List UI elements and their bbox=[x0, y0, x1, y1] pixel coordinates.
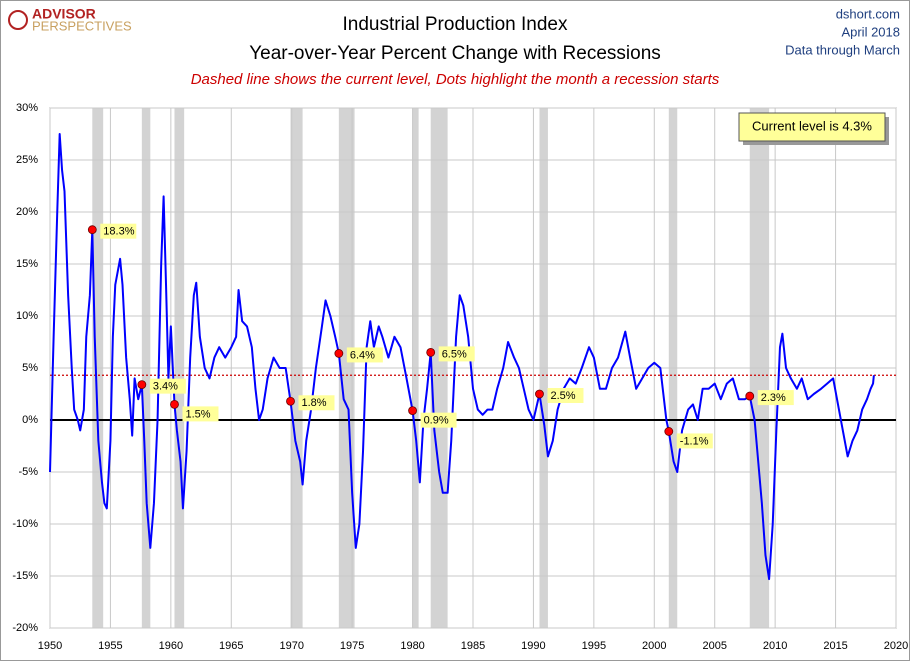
x-tick-label: 1975 bbox=[340, 640, 364, 652]
data-label: 3.4% bbox=[153, 381, 178, 393]
x-tick-label: 1960 bbox=[159, 640, 183, 652]
y-tick-label: 5% bbox=[22, 362, 38, 374]
x-tick-label: 2000 bbox=[642, 640, 666, 652]
y-tick-label: 0% bbox=[22, 414, 38, 426]
recession-start-dot bbox=[170, 399, 179, 409]
data-label: -1.1% bbox=[680, 435, 709, 447]
annotation: Current level is 4.3% bbox=[752, 118, 872, 133]
recession-start-dot bbox=[426, 347, 436, 357]
y-tick-label: -15% bbox=[12, 570, 38, 582]
y-tick-label: 25% bbox=[16, 154, 38, 166]
logo-top: ADVISOR bbox=[32, 6, 96, 22]
label-box bbox=[547, 388, 584, 403]
x-tick-label: 2010 bbox=[763, 640, 787, 652]
chart-note: Dashed line shows the current level, Dot… bbox=[191, 71, 720, 88]
label-box bbox=[149, 378, 186, 394]
annotation-box bbox=[738, 112, 886, 142]
recession-start-dot bbox=[535, 389, 544, 399]
y-tick-label: 20% bbox=[16, 206, 38, 218]
x-tick-label: 2005 bbox=[702, 640, 726, 652]
label-box bbox=[346, 347, 383, 363]
label-box bbox=[100, 223, 137, 239]
label-box bbox=[420, 412, 457, 428]
y-tick-label: -10% bbox=[12, 518, 38, 530]
x-tick-label: 2020 bbox=[884, 640, 908, 652]
logo-icon bbox=[8, 10, 28, 30]
data-label: 18.3% bbox=[103, 226, 134, 238]
x-tick-label: 1970 bbox=[279, 640, 303, 652]
data-label: 2.3% bbox=[761, 392, 786, 404]
label-box bbox=[182, 406, 219, 422]
data-label: 1.5% bbox=[185, 408, 210, 420]
x-tick-label: 1965 bbox=[219, 640, 243, 652]
source: dshort.com bbox=[836, 6, 900, 21]
label-box bbox=[676, 433, 713, 449]
data-line bbox=[49, 133, 875, 581]
y-tick-label: -20% bbox=[12, 622, 38, 634]
y-tick-label: 15% bbox=[16, 258, 38, 270]
data-label: 2.5% bbox=[550, 390, 575, 402]
recession-start-dot bbox=[408, 406, 417, 416]
logo-bottom: PERSPECTIVES bbox=[32, 18, 132, 33]
chart-subtitle: Year-over-Year Percent Change with Reces… bbox=[249, 43, 661, 64]
data-label: 6.4% bbox=[350, 349, 375, 361]
data-label: 0.9% bbox=[424, 415, 449, 427]
x-tick-label: 1990 bbox=[521, 640, 545, 652]
recession-start-dot bbox=[87, 225, 97, 235]
data-label: 6.5% bbox=[442, 348, 467, 360]
recession-start-dot bbox=[745, 391, 755, 401]
y-tick-label: 30% bbox=[16, 102, 38, 114]
chart-title: Industrial Production Index bbox=[343, 14, 568, 35]
x-tick-label: 2015 bbox=[823, 640, 847, 652]
x-tick-label: 1955 bbox=[98, 640, 122, 652]
source-note: Data through March bbox=[785, 42, 900, 57]
recession-start-dot bbox=[664, 427, 674, 436]
x-tick-label: 1995 bbox=[582, 640, 606, 652]
label-box bbox=[298, 395, 335, 411]
y-tick-label: -5% bbox=[18, 466, 38, 478]
y-tick-label: 10% bbox=[16, 310, 38, 322]
x-tick-label: 1950 bbox=[38, 640, 62, 652]
recession-start-dot bbox=[286, 396, 295, 406]
label-box bbox=[438, 346, 475, 362]
label-box bbox=[757, 390, 794, 406]
x-tick-label: 1985 bbox=[461, 640, 485, 652]
data-label: 1.8% bbox=[302, 397, 327, 409]
recession-start-dot bbox=[334, 349, 344, 358]
recession-start-dot bbox=[137, 380, 147, 390]
source-date: April 2018 bbox=[841, 24, 900, 39]
x-tick-label: 1980 bbox=[400, 640, 424, 652]
